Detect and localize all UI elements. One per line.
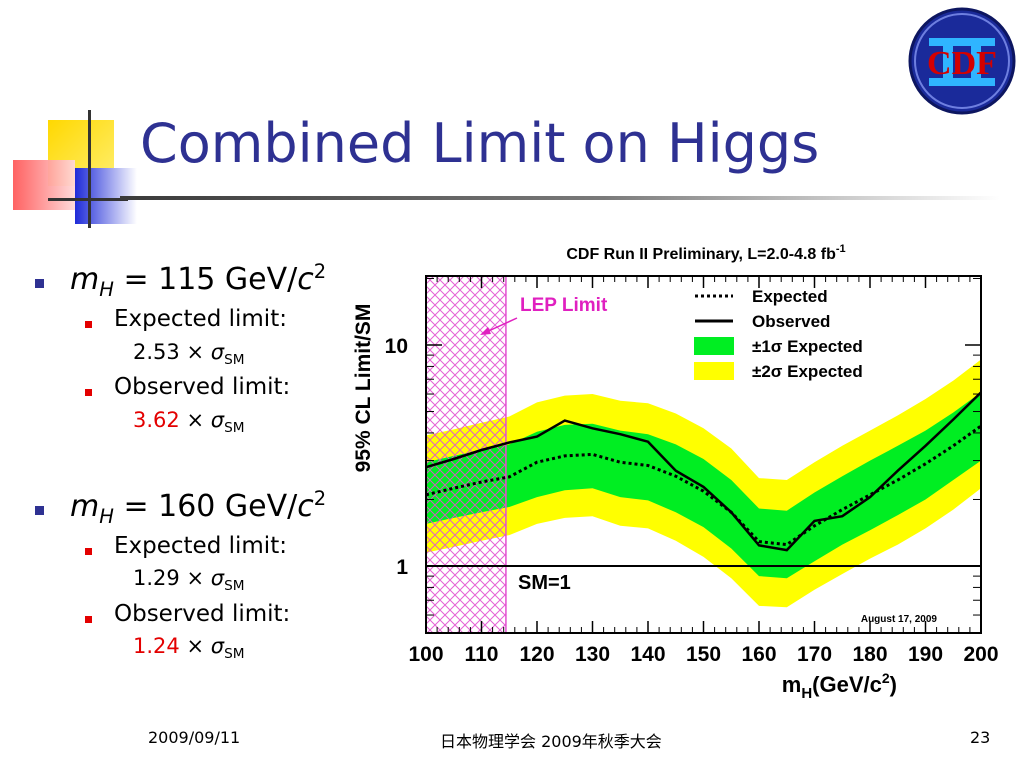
deco-vertical-line [88,110,91,228]
x-tick-label: 140 [630,643,665,666]
cdf-logo: CDF [907,6,1017,116]
legend-label: Expected [752,287,828,306]
sm-line-label: SM=1 [518,572,571,594]
x-tick-label: 170 [797,643,832,666]
deco-red-square [13,160,75,210]
x-tick-label: 130 [575,643,610,666]
x-tick-label: 200 [963,643,998,666]
chart-title: CDF Run II Preliminary, L=2.0-4.8 fb-1 [566,243,845,263]
x-tick-label: 150 [686,643,721,666]
y-axis-label: 95% CL Limit/SM [352,304,375,473]
footer-date: 2009/09/11 [148,728,241,747]
x-tick-label: 100 [408,643,443,666]
mass-heading-160: mH = 160 GeV/c2 [70,487,327,528]
x-axis-label: mH(GeV/c2) [782,670,897,702]
mass-heading-115: mH = 115 GeV/c2 [70,260,327,301]
legend-label: ±2σ Expected [752,362,863,381]
footer-conference: 日本物理学会 2009年秋季大会 [440,732,662,751]
footer-page: 23 [970,728,991,747]
legend-swatch-band [694,362,734,380]
band-1sigma [426,392,981,579]
title-underline [120,196,1000,200]
slide-title: Combined Limit on Higgs [140,112,820,175]
sub-bullet-marker [85,616,92,623]
expected-value-115: 2.53 × σSM [133,340,245,369]
sub-bullet-marker [85,389,92,396]
x-tick-label: 190 [908,643,943,666]
x-tick-label: 180 [852,643,887,666]
lep-limit-arrowhead [480,327,491,335]
x-tick-label: 120 [519,643,554,666]
deco-horizontal-line [48,198,128,201]
observed-label-115: Observed limit: [114,374,291,400]
y-tick-label: 10 [385,335,408,358]
date-annotation: August 17, 2009 [861,614,938,625]
bullet-marker [35,279,44,288]
legend-label: ±1σ Expected [752,337,863,356]
observed-value-115: 3.62 × σSM [133,408,245,437]
expected-value-160: 1.29 × σSM [133,566,245,595]
lep-limit-label: LEP Limit [520,295,608,316]
sub-bullet-marker [85,321,92,328]
x-tick-label: 110 [465,643,499,666]
y-tick-label: 1 [396,556,408,579]
x-tick-label: 160 [741,643,776,666]
expected-label-160: Expected limit: [114,533,287,559]
cdf-logo-text: CDF [927,45,997,82]
series-line-observed [425,391,982,552]
legend-label: Observed [752,312,830,331]
expected-label-115: Expected limit: [114,306,287,332]
observed-label-160: Observed limit: [114,601,291,627]
legend-swatch-band [694,337,734,355]
series-line-expected [425,424,982,547]
observed-value-160: 1.24 × σSM [133,634,245,663]
bullet-marker [35,506,44,515]
sub-bullet-marker [85,548,92,555]
